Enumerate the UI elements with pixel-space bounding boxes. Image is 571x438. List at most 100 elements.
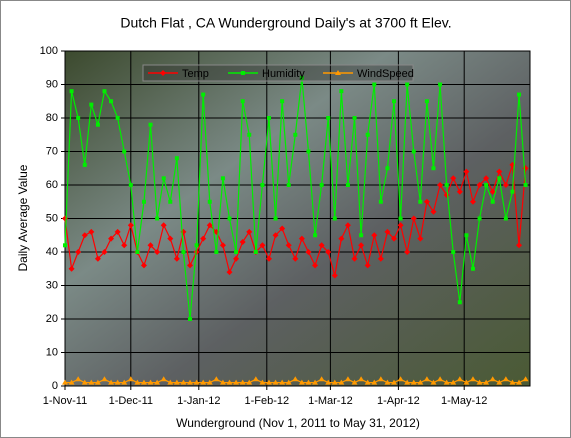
point — [451, 250, 456, 254]
point — [89, 102, 94, 107]
point — [417, 379, 424, 385]
y-tick-label: 20 — [46, 313, 58, 325]
point — [345, 183, 350, 187]
point — [292, 376, 299, 382]
x-axis-title: Wunderground (Nov 1, 2011 to May 31, 201… — [176, 416, 420, 430]
point — [325, 379, 332, 385]
point — [358, 242, 365, 249]
point — [392, 99, 397, 104]
point — [194, 243, 199, 248]
y-tick-label: 40 — [46, 246, 58, 258]
point — [331, 272, 338, 279]
point — [94, 379, 101, 385]
point — [121, 379, 128, 385]
point — [75, 376, 82, 382]
point — [424, 99, 429, 104]
point — [286, 183, 291, 187]
point — [246, 228, 253, 235]
point — [411, 149, 416, 154]
point — [76, 116, 81, 120]
point — [398, 216, 403, 221]
point — [206, 379, 213, 385]
point — [331, 379, 338, 385]
y-tick-label: 0 — [52, 380, 58, 392]
point — [298, 235, 305, 242]
point — [405, 82, 410, 87]
point — [167, 235, 174, 242]
point — [239, 238, 246, 245]
point — [318, 376, 325, 382]
point — [497, 176, 502, 181]
point — [109, 99, 114, 104]
point — [444, 183, 449, 187]
point — [253, 250, 258, 254]
point — [384, 379, 391, 385]
point — [430, 208, 437, 215]
point — [463, 168, 470, 175]
y-tick-label: 30 — [46, 279, 58, 291]
point — [219, 379, 226, 385]
point — [141, 199, 146, 204]
point — [121, 242, 128, 249]
point — [397, 222, 404, 229]
chart-title: Dutch Flat , CA Wunderground Daily's at … — [120, 15, 451, 31]
point — [173, 255, 180, 262]
point — [502, 182, 509, 188]
point — [397, 376, 404, 382]
point — [127, 222, 134, 229]
y-tick-label: 70 — [46, 145, 58, 157]
point — [359, 233, 364, 238]
legend-label: WindSpeed — [357, 68, 414, 80]
point — [241, 71, 245, 75]
point — [318, 242, 325, 249]
point — [82, 162, 87, 167]
point — [522, 376, 529, 382]
point — [234, 250, 239, 254]
point — [338, 379, 345, 385]
y-tick-label: 60 — [46, 179, 58, 191]
point — [450, 175, 457, 182]
point — [227, 216, 232, 221]
point — [259, 242, 266, 249]
point — [63, 243, 67, 248]
point — [108, 379, 115, 385]
point — [280, 99, 285, 104]
point — [385, 166, 390, 171]
point — [62, 379, 68, 385]
point — [214, 250, 219, 254]
legend-label: Humidity — [262, 68, 305, 80]
point — [469, 198, 476, 205]
point — [168, 199, 173, 204]
point — [279, 379, 286, 385]
point — [438, 82, 443, 87]
point — [358, 376, 365, 382]
point — [312, 262, 319, 269]
point — [496, 168, 503, 175]
point — [437, 182, 444, 188]
point — [423, 198, 430, 205]
point — [233, 379, 240, 385]
series-group — [62, 376, 529, 385]
point — [325, 249, 332, 255]
point — [160, 70, 166, 76]
point — [509, 379, 516, 385]
point — [377, 376, 384, 382]
point — [265, 379, 272, 385]
point — [335, 70, 341, 75]
point — [167, 379, 174, 385]
series-group — [63, 75, 528, 321]
point — [364, 379, 371, 385]
point — [88, 379, 95, 385]
point — [516, 379, 523, 385]
point — [351, 255, 358, 262]
point — [161, 176, 166, 181]
x-tick-label: 1-Feb-12 — [244, 395, 289, 407]
point — [193, 379, 200, 385]
x-tick-label: 1-May-12 — [441, 395, 487, 407]
legend-label: Temp — [182, 68, 209, 80]
point — [326, 116, 331, 120]
point — [463, 379, 470, 385]
x-tick-label: 1-Mar-12 — [308, 395, 353, 407]
point — [332, 216, 337, 221]
